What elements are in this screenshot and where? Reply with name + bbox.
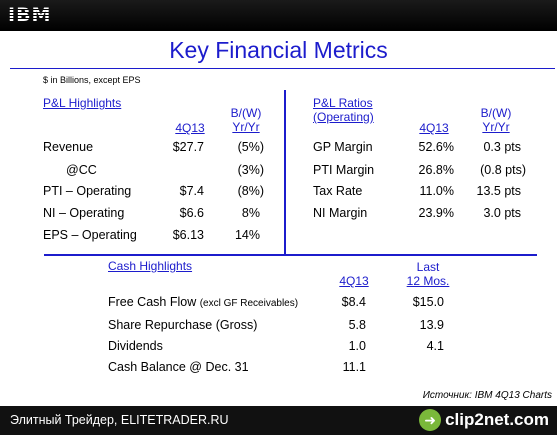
cash-row-value: 11.1 [342, 360, 366, 374]
clip2net-brand[interactable]: ➜ clip2net.com [419, 409, 549, 431]
pl-row-value: $6.6 [179, 206, 204, 220]
cash-col-period: 4Q13 [339, 274, 369, 288]
footer-text: Элитный Трейдер, ELITETRADER.RU [10, 413, 229, 427]
pl-row-change: 14% [234, 228, 260, 242]
ratios-row-change: 3.0 pts [483, 206, 521, 220]
ibm-logo: IBM [8, 4, 52, 26]
cash-row-label: Cash Balance @ Dec. 31 [108, 360, 249, 374]
ratios-col-period: 4Q13 [419, 121, 449, 135]
column-divider [284, 90, 286, 254]
pl-row-label: NI – Operating [43, 206, 125, 220]
cash-row-value: 1.0 [348, 339, 366, 353]
cash-row-last: 13.9 [419, 318, 444, 332]
pl-col-change: B/(W) Yr/Yr [230, 106, 262, 134]
arrow-icon: ➜ [419, 409, 442, 431]
pl-row-value: $6.13 [172, 228, 204, 242]
pl-row-value: $7.4 [179, 184, 204, 198]
cash-section-title: Cash Highlights [108, 259, 193, 273]
ratios-row-change: (0.8 pts) [480, 163, 526, 177]
pl-row-label: Revenue [43, 140, 94, 154]
cash-row-last: $15.0 [412, 295, 444, 309]
ratios-row-change: 0.3 pts [483, 140, 521, 154]
section-divider [44, 254, 537, 256]
pl-row-change: (5%) [237, 140, 264, 154]
units-note: $ in Billions, except EPS [43, 75, 141, 85]
slide-title: Key Financial Metrics [169, 37, 388, 63]
ratios-row-label: GP Margin [313, 140, 373, 154]
cash-row-note: (excl GF Receivables) [199, 298, 299, 309]
cash-row-last: 4.1 [426, 339, 444, 353]
pl-row-label: PTI – Operating [43, 184, 132, 198]
ratios-section-title: P&L Ratios (Operating) [313, 96, 374, 124]
ratios-col-change: B/(W) Yr/Yr [480, 106, 512, 134]
pl-row-label: @CC [66, 163, 97, 177]
brand-label: clip2net.com [445, 410, 549, 429]
title-divider [10, 68, 555, 69]
cash-row-value: 5.8 [348, 318, 366, 332]
ratios-row-value: 11.0% [419, 184, 454, 198]
cash-col-last: Last 12 Mos. [406, 260, 450, 288]
cash-row-label: Dividends [108, 339, 163, 353]
pl-row-label: EPS – Operating [43, 228, 137, 242]
ratios-row-value: 52.6% [418, 140, 454, 154]
ratios-row-change: 13.5 pts [476, 184, 521, 198]
top-bar: IBM [0, 0, 557, 31]
footer-bar: Элитный Трейдер, ELITETRADER.RU ➜ clip2n… [0, 406, 557, 435]
ratios-row-label: PTI Margin [313, 163, 375, 177]
pl-row-change: (8%) [237, 184, 264, 198]
pl-section-title: P&L Highlights [43, 96, 122, 110]
source-note: Источник: IBM 4Q13 Charts [422, 390, 552, 401]
ratios-row-label: Tax Rate [313, 184, 363, 198]
cash-row-value: $8.4 [341, 295, 366, 309]
cash-row-label: Free Cash Flow (excl GF Receivables) [108, 295, 299, 309]
pl-row-value: $27.7 [172, 140, 204, 154]
pl-row-change: 8% [241, 206, 260, 220]
cash-row-label: Share Repurchase (Gross) [108, 318, 258, 332]
ratios-row-label: NI Margin [313, 206, 368, 220]
pl-row-change: (3%) [237, 163, 264, 177]
ratios-row-value: 23.9% [418, 206, 454, 220]
pl-col-period: 4Q13 [175, 121, 205, 135]
ratios-row-value: 26.8% [418, 163, 454, 177]
